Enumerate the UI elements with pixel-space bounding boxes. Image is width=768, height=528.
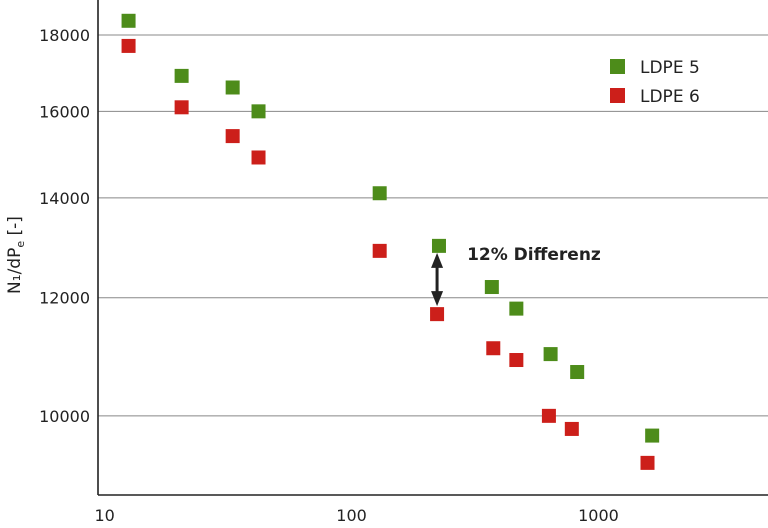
data-point: [484, 280, 499, 295]
y-axis-label-main: N₁/dP: [5, 248, 25, 294]
y-tick-label: 14000: [39, 189, 90, 208]
data-point: [509, 301, 524, 316]
legend: LDPE 5 LDPE 6: [610, 58, 700, 107]
data-point: [640, 455, 655, 470]
data-point: [645, 428, 660, 443]
x-tick-label: 10: [94, 506, 114, 525]
data-point: [570, 365, 585, 380]
data-point: [251, 104, 266, 119]
annotation-arrowhead-down: [431, 291, 444, 307]
annotation-label: 12% Differenz: [467, 245, 601, 265]
y-tick-label: 16000: [39, 102, 90, 121]
data-point: [564, 421, 579, 436]
data-point: [372, 186, 387, 201]
data-point: [430, 307, 445, 322]
data-point: [486, 341, 501, 356]
data-point: [225, 80, 240, 95]
y-tick-label: 18000: [39, 26, 90, 45]
grid-lines: [98, 34, 768, 417]
data-point: [174, 68, 189, 83]
y-tick-label: 12000: [39, 289, 90, 308]
annotation-arrowhead-up: [431, 252, 444, 268]
x-tick-labels: 10 100 1000: [94, 506, 618, 525]
data-point: [251, 150, 266, 165]
legend-label: LDPE 5: [640, 58, 700, 78]
data-point: [431, 238, 446, 253]
x-tick-label: 1000: [578, 506, 619, 525]
data-point: [121, 38, 136, 53]
data-point: [509, 353, 524, 368]
difference-annotation: 12% Differenz: [431, 245, 601, 307]
legend-swatch: [610, 59, 625, 74]
y-axis-label-suffix: [-]: [5, 216, 25, 241]
data-point: [372, 243, 387, 258]
y-axis-label: N₁/dPe [-]: [5, 216, 27, 294]
data-point: [121, 13, 136, 28]
series-group: [121, 13, 660, 443]
data-points: [121, 13, 660, 470]
y-tick-labels: 10000 12000 14000 16000 18000: [39, 26, 90, 426]
legend-swatch: [610, 88, 625, 103]
y-axis-label-subscript: e: [14, 241, 27, 248]
legend-label: LDPE 6: [640, 87, 700, 107]
data-point: [174, 100, 189, 115]
y-tick-label: 10000: [39, 407, 90, 426]
x-tick-label: 100: [336, 506, 367, 525]
data-point: [543, 347, 558, 362]
series-group: [121, 38, 655, 470]
data-point: [541, 408, 556, 423]
data-point: [225, 129, 240, 144]
